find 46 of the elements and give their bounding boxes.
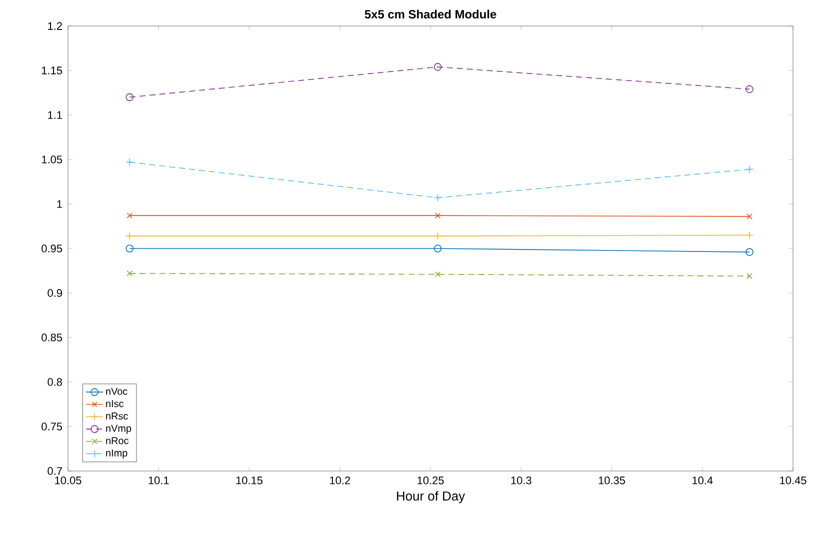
x-tick-label: 10.1 — [148, 476, 169, 484]
y-tick-label: 0.9 — [48, 289, 62, 297]
legend-label: nRsc — [106, 412, 128, 420]
y-tick-label: 0.95 — [42, 244, 62, 252]
point — [434, 212, 441, 218]
x-tick-label: 10.05 — [55, 476, 82, 484]
legend-label: nImp — [106, 450, 128, 458]
point — [126, 270, 132, 276]
point — [746, 165, 754, 174]
point — [434, 232, 442, 240]
x-tick-label: 10.3 — [511, 476, 532, 484]
x-tick-label: 10.25 — [418, 476, 444, 484]
x-tick-label: 10.45 — [780, 476, 806, 484]
x-tick-label: 10.2 — [330, 476, 350, 484]
point — [434, 271, 441, 278]
point — [126, 244, 134, 252]
y-tick-label: 1.1 — [48, 111, 62, 119]
point — [746, 85, 754, 94]
x-tick-label: 10.15 — [236, 476, 262, 484]
y-tick-label: 0.7 — [48, 467, 62, 475]
legend-label: nVoc — [106, 388, 128, 395]
y-tick-label: 1.2 — [48, 22, 62, 30]
legend-label: nVmp — [106, 424, 132, 434]
y-tick-label: 1.05 — [42, 156, 62, 164]
x-tick-label: 10.4 — [692, 476, 713, 484]
point — [746, 214, 752, 220]
point — [746, 231, 754, 240]
point — [746, 248, 754, 256]
point — [434, 63, 442, 71]
y-tick-label: 0.75 — [42, 422, 62, 430]
chart-title: 5x5 cm Shaded Module — [364, 10, 496, 18]
point — [126, 93, 134, 102]
point — [434, 244, 442, 252]
y-tick-label: 1.15 — [42, 66, 62, 74]
legend-label: nRoc — [106, 437, 128, 444]
point — [126, 158, 134, 166]
point — [434, 194, 442, 202]
point — [746, 273, 752, 279]
y-tick-label: 1 — [57, 200, 62, 208]
x-axis-title: Hour of Day — [397, 491, 466, 504]
y-tick-label: 0.8 — [48, 378, 62, 386]
point — [126, 212, 132, 218]
point — [126, 232, 134, 240]
x-tick-label: 10.35 — [598, 476, 625, 484]
legend-label: nIsc — [106, 400, 124, 408]
y-tick-label: 0.85 — [42, 334, 62, 342]
